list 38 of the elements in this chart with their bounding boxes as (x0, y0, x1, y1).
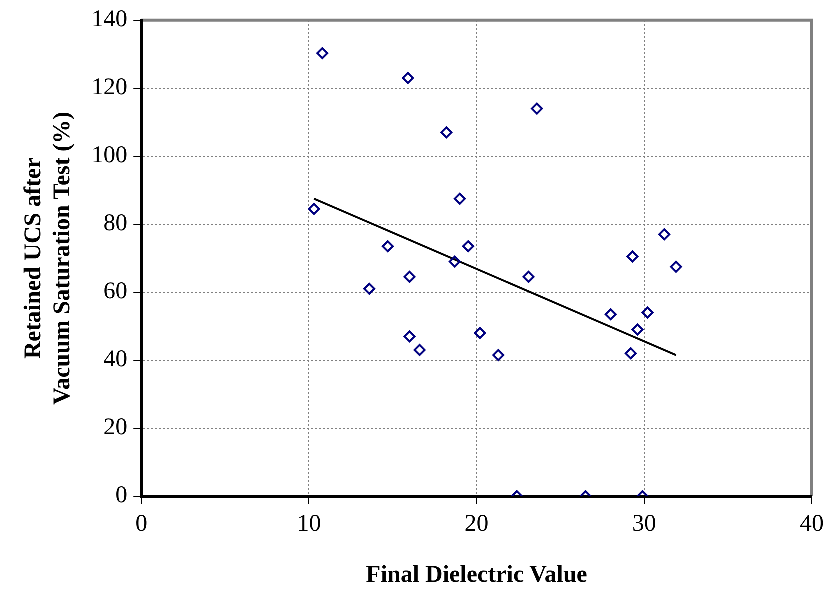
point (449, 256, 462, 268)
x-tick-label: 20 (464, 511, 489, 538)
y-tick-label: 20 (104, 414, 128, 441)
y-tick-label: 0 (116, 482, 128, 509)
y-tick-label: 100 (92, 142, 128, 169)
x-tick-label: 0 (136, 511, 148, 538)
point (492, 349, 505, 362)
point (462, 240, 474, 252)
y-tick-label: 40 (104, 346, 128, 373)
y-tick-label: 140 (92, 6, 128, 33)
point (440, 126, 453, 139)
point (454, 192, 466, 205)
point (402, 72, 414, 84)
point (404, 271, 416, 284)
point (642, 306, 654, 319)
x-tick-label: 30 (632, 511, 656, 538)
point (632, 324, 644, 336)
y-tick-label: 80 (104, 210, 128, 237)
y-axis-title: Retained UCS after Vacuum Saturation Test (%) (20, 112, 76, 405)
point (604, 308, 617, 320)
x-tick-label: 10 (297, 511, 322, 538)
x-axis-title: Final Dielectric Value (366, 562, 588, 588)
y-tick-label: 120 (92, 74, 128, 101)
point (382, 240, 394, 252)
point (522, 271, 535, 284)
point (364, 283, 376, 295)
point (670, 260, 682, 273)
y-tick-label: 60 (104, 278, 128, 305)
point (658, 228, 671, 241)
point (626, 250, 639, 263)
point (308, 203, 320, 216)
point (624, 348, 637, 360)
point (474, 327, 486, 340)
point (404, 330, 416, 343)
point (414, 344, 426, 356)
x-tick-label: 40 (800, 511, 824, 538)
point (531, 102, 544, 115)
point (316, 47, 329, 60)
